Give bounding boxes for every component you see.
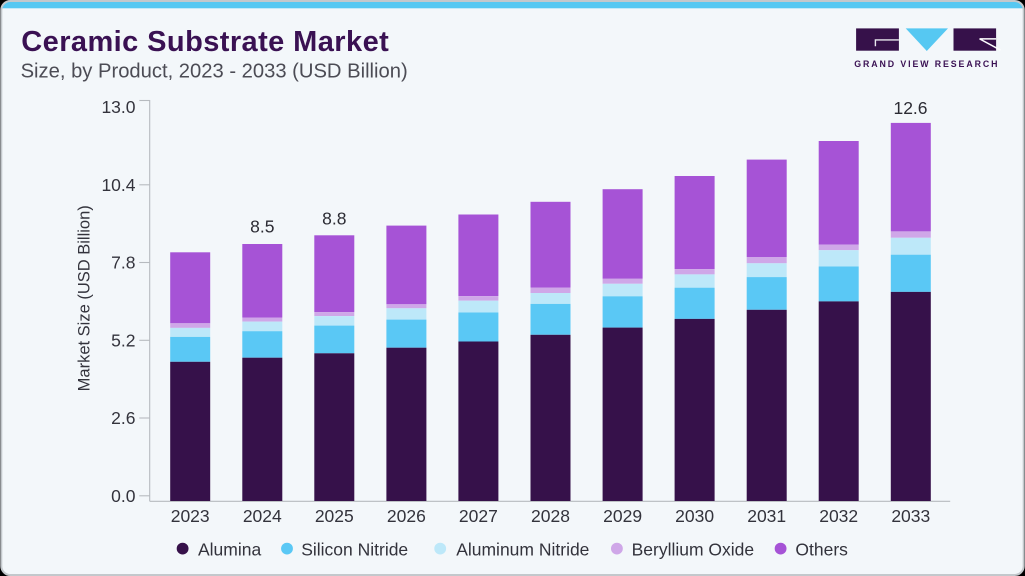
svg-text:Aluminum Nitride: Aluminum Nitride bbox=[456, 539, 589, 559]
svg-text:13.0: 13.0 bbox=[101, 97, 135, 117]
svg-text:2031: 2031 bbox=[747, 506, 786, 526]
svg-text:2029: 2029 bbox=[603, 506, 642, 526]
svg-text:GRAND VIEW RESEARCH: GRAND VIEW RESEARCH bbox=[854, 59, 999, 69]
svg-text:Others: Others bbox=[795, 539, 848, 559]
svg-text:2.6: 2.6 bbox=[111, 408, 135, 428]
svg-text:2027: 2027 bbox=[459, 506, 498, 526]
svg-text:Ceramic Substrate Market: Ceramic Substrate Market bbox=[21, 26, 389, 58]
svg-text:2025: 2025 bbox=[315, 506, 354, 526]
svg-text:Silicon Nitride: Silicon Nitride bbox=[301, 539, 408, 559]
svg-text:12.6: 12.6 bbox=[893, 98, 927, 118]
svg-text:2028: 2028 bbox=[531, 506, 570, 526]
svg-text:2024: 2024 bbox=[243, 506, 282, 526]
svg-text:5.2: 5.2 bbox=[111, 330, 135, 350]
svg-text:0.0: 0.0 bbox=[111, 486, 136, 506]
svg-text:10.4: 10.4 bbox=[101, 175, 135, 195]
svg-text:2030: 2030 bbox=[675, 506, 714, 526]
svg-text:Market Size (USD Billion): Market Size (USD Billion) bbox=[75, 205, 93, 391]
svg-text:2032: 2032 bbox=[819, 506, 858, 526]
svg-text:Size, by Product, 2023 - 2033: Size, by Product, 2023 - 2033 (USD Billi… bbox=[21, 61, 408, 83]
svg-text:2026: 2026 bbox=[387, 506, 426, 526]
svg-text:2023: 2023 bbox=[171, 506, 210, 526]
svg-text:8.5: 8.5 bbox=[250, 217, 274, 237]
svg-text:8.8: 8.8 bbox=[322, 209, 346, 229]
svg-text:7.8: 7.8 bbox=[111, 253, 135, 273]
svg-text:2033: 2033 bbox=[891, 506, 930, 526]
svg-text:Beryllium Oxide: Beryllium Oxide bbox=[632, 539, 755, 559]
svg-text:Alumina: Alumina bbox=[198, 539, 261, 559]
